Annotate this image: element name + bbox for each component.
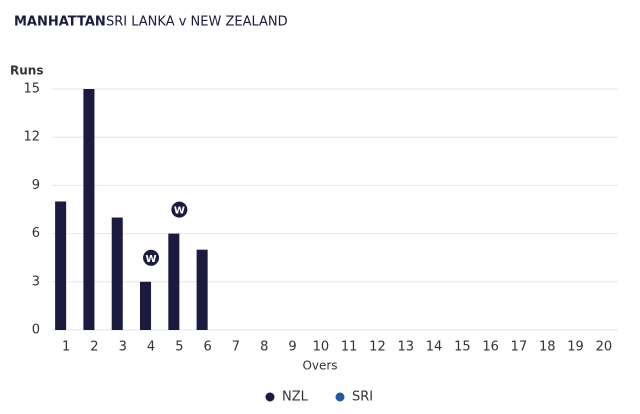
x-tick-label: 14 — [426, 340, 443, 355]
x-tick-label: 10 — [313, 340, 330, 355]
x-tick-label: 18 — [539, 340, 556, 355]
legend-swatch — [335, 392, 345, 402]
y-tick-label: 9 — [32, 178, 40, 193]
x-tick-label: 5 — [175, 340, 183, 355]
y-tick-label: 12 — [23, 130, 40, 145]
x-tick-label: 8 — [260, 340, 268, 355]
x-tick-label: 2 — [90, 340, 98, 355]
wicket-marker — [143, 249, 160, 266]
bar — [140, 281, 152, 330]
bar — [196, 249, 208, 330]
chart-title: MANHATTAN — [14, 15, 106, 30]
y-tick-label: 15 — [23, 82, 40, 97]
y-axis-label: Runs — [10, 64, 43, 78]
chart-subtitle: SRI LANKA v NEW ZEALAND — [106, 15, 288, 30]
bar — [111, 217, 123, 330]
bar — [168, 233, 180, 330]
bar — [83, 89, 95, 330]
legend-label: SRI — [352, 390, 373, 405]
x-tick-label: 12 — [369, 340, 386, 355]
bar — [55, 201, 67, 330]
x-tick-label: 13 — [397, 340, 414, 355]
x-tick-label: 20 — [596, 340, 613, 355]
x-tick-label: 15 — [454, 340, 471, 355]
x-tick-label: 7 — [232, 340, 240, 355]
x-tick-label: 4 — [147, 340, 155, 355]
legend-label: NZL — [282, 390, 309, 405]
y-tick-label: 3 — [32, 274, 40, 289]
wicket-label: W — [146, 254, 157, 265]
wicket-marker — [171, 201, 188, 218]
x-tick-label: 16 — [482, 340, 499, 355]
x-tick-label: 19 — [567, 340, 584, 355]
x-tick-label: 9 — [288, 340, 296, 355]
x-tick-label: 6 — [204, 340, 212, 355]
wicket-label: W — [174, 206, 185, 217]
legend-swatch — [265, 392, 275, 402]
x-tick-label: 17 — [511, 340, 528, 355]
y-tick-label: 6 — [32, 226, 40, 241]
x-tick-label: 1 — [62, 340, 70, 355]
x-tick-label: 11 — [341, 340, 358, 355]
x-axis-label: Overs — [302, 359, 337, 373]
y-tick-label: 0 — [32, 323, 40, 338]
x-tick-label: 3 — [119, 340, 127, 355]
